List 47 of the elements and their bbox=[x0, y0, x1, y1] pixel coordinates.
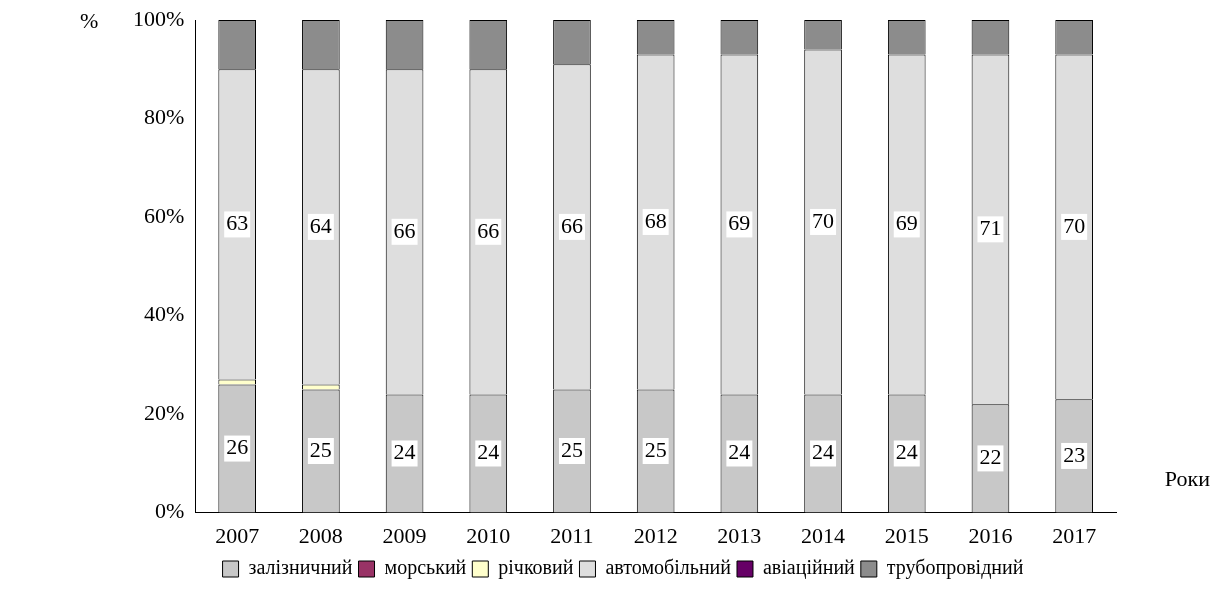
y-tick-label: 20% bbox=[144, 399, 185, 425]
data-label: 66 bbox=[560, 212, 583, 238]
data-label: 24 bbox=[393, 439, 416, 465]
y-tick-label: 60% bbox=[144, 202, 185, 228]
data-label: 70 bbox=[1063, 212, 1086, 238]
y-tick-label: 0% bbox=[155, 498, 185, 524]
x-tick-label: 2012 bbox=[633, 522, 678, 548]
data-label: 69 bbox=[895, 210, 918, 236]
legend-label: автомобільний bbox=[605, 556, 732, 579]
x-axis-title: Роки bbox=[1164, 466, 1211, 492]
legend-label: трубопровідний bbox=[886, 556, 1024, 580]
data-label: 68 bbox=[644, 207, 667, 233]
x-tick-label: 2011 bbox=[550, 522, 594, 548]
data-label: 24 bbox=[895, 439, 918, 465]
y-tick-label: 40% bbox=[144, 301, 185, 327]
x-tick-label: 2008 bbox=[298, 522, 343, 548]
data-label: 25 bbox=[560, 436, 583, 462]
data-label: 64 bbox=[309, 212, 332, 238]
legend-label: морський bbox=[384, 556, 467, 580]
x-tick-label: 2017 bbox=[1052, 522, 1097, 548]
x-tick-label: 2007 bbox=[215, 522, 260, 548]
data-label: 69 bbox=[728, 210, 751, 236]
data-label: 24 bbox=[812, 439, 835, 465]
data-label: 66 bbox=[477, 217, 500, 243]
data-label: 22 bbox=[979, 444, 1002, 470]
data-label: 70 bbox=[812, 207, 835, 233]
data-label: 25 bbox=[309, 436, 332, 462]
data-label: 24 bbox=[477, 439, 500, 465]
x-tick-label: 2013 bbox=[717, 522, 762, 548]
y-axis-title: % bbox=[80, 7, 99, 33]
data-label: 66 bbox=[393, 217, 416, 243]
x-tick-label: 2010 bbox=[466, 522, 511, 548]
legend-label: авіаційний bbox=[762, 556, 856, 580]
data-label: 25 bbox=[644, 436, 667, 462]
x-tick-label: 2009 bbox=[382, 522, 427, 548]
legend-label: річковий bbox=[498, 556, 574, 580]
y-tick-label: 80% bbox=[144, 104, 185, 130]
data-label: 71 bbox=[979, 215, 1002, 241]
x-tick-label: 2014 bbox=[801, 522, 846, 548]
x-tick-label: 2015 bbox=[884, 522, 929, 548]
data-label: 23 bbox=[1063, 441, 1086, 467]
y-tick-label: 100% bbox=[133, 5, 185, 31]
data-label: 63 bbox=[226, 210, 249, 236]
data-label: 26 bbox=[226, 434, 249, 460]
x-tick-label: 2016 bbox=[968, 522, 1013, 548]
legend-label: залізничний bbox=[248, 556, 353, 579]
data-label: 24 bbox=[728, 439, 751, 465]
